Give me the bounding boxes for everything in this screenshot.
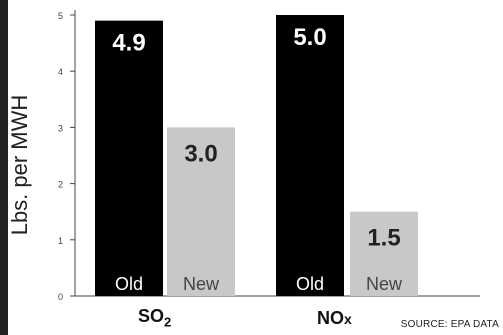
bar-series-label: New xyxy=(183,274,220,294)
bar-new-0 xyxy=(167,127,235,297)
y-tick-label: 5 xyxy=(58,11,63,21)
value-label: 4.9 xyxy=(112,30,145,57)
value-label: 3.0 xyxy=(184,140,217,167)
bar-series-label: Old xyxy=(115,274,143,294)
value-label: 1.5 xyxy=(367,225,400,252)
y-tick-label: 4 xyxy=(58,67,63,77)
bar-old-0 xyxy=(95,20,163,297)
y-tick-label: 0 xyxy=(58,292,63,302)
source-note: SOURCE: EPA DATA xyxy=(400,319,499,330)
value-label: 5.0 xyxy=(293,24,326,51)
left-edge-bar xyxy=(0,0,8,335)
category-label-so2: SO2 xyxy=(138,306,172,330)
y-tick-label: 3 xyxy=(58,123,63,133)
y-tick-label: 1 xyxy=(58,236,63,246)
y-tick-label: 2 xyxy=(58,180,63,190)
bar-series-label: New xyxy=(366,274,403,294)
bar-old-1 xyxy=(276,15,344,296)
bar-new-1 xyxy=(350,211,418,296)
category-label-nox: NOx xyxy=(317,308,352,328)
bar-series-label: Old xyxy=(296,274,324,294)
